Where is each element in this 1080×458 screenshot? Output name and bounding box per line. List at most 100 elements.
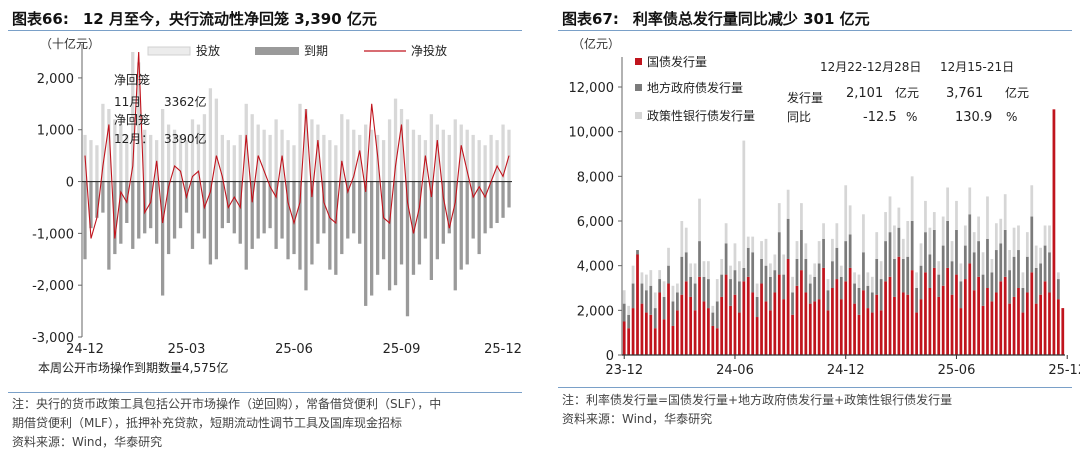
left-inject-bar [274, 119, 278, 182]
right-y-tick-label: 8,000 [577, 170, 614, 185]
right-gov-bar [884, 281, 887, 355]
right-figure-title: 图表67: 利率债总发行量同比减少 301 亿元 [562, 8, 870, 29]
right-gov-bar [800, 270, 803, 355]
left-mature-bar [471, 181, 475, 239]
right-policy-bar [698, 198, 701, 242]
left-annotation-2: 11月 [114, 95, 141, 109]
right-gov-bar [711, 325, 715, 355]
right-legend-policy-swatch [635, 112, 642, 119]
left-inject-bar [417, 134, 422, 182]
right-gov-bar [707, 308, 710, 355]
right-table-period-1: 12月22-12月28日 [820, 60, 921, 74]
right-local-bar [1021, 288, 1025, 313]
right-local-bar [804, 258, 808, 293]
right-source: 资料来源：Wind，华泰研究 [562, 412, 713, 426]
left-mature-bar [340, 181, 344, 255]
right-policy-bar [831, 238, 834, 262]
right-policy-bar [994, 223, 998, 251]
left-mature-bar [381, 181, 386, 260]
left-mature-bar [274, 181, 278, 249]
left-inject-bar [471, 134, 475, 182]
left-inject-bar [226, 140, 230, 182]
right-policy-bar [1030, 185, 1034, 217]
left-mature-bar [405, 181, 410, 317]
right-table-row-1-label: 发行量 [787, 90, 823, 105]
right-local-bar [839, 276, 843, 300]
right-table-row-1-value-1: 2,101 [846, 86, 883, 101]
right-gov-bar [941, 285, 945, 355]
left-inject-bar [489, 134, 493, 182]
right-local-bar [937, 274, 941, 297]
left-inject-bar [334, 145, 338, 182]
right-policy-bar [959, 263, 963, 282]
left-inject-bar [453, 119, 457, 182]
left-inject-bar [172, 129, 177, 182]
right-gov-bar [684, 281, 688, 355]
right-gov-bar [932, 267, 936, 355]
left-y-tick-label: -1,000 [32, 227, 74, 242]
right-gov-bar [777, 274, 781, 355]
right-policy-bar [667, 247, 670, 266]
right-local-bar [627, 314, 631, 329]
right-policy-bar [906, 221, 910, 257]
right-policy-bar [800, 203, 803, 230]
left-y-tick-label: 2,000 [37, 72, 74, 87]
left-mature-bar [286, 181, 290, 260]
right-gov-bar [968, 263, 972, 355]
left-mature-bar [89, 181, 93, 229]
left-inject-bar [232, 145, 236, 182]
left-inject-bar [393, 98, 398, 182]
right-local-bar [707, 279, 710, 309]
left-inject-bar [149, 134, 153, 182]
right-gov-bar [897, 256, 901, 355]
right-gov-bar [959, 308, 963, 355]
right-gov-bar [950, 294, 954, 355]
right-local-bar [702, 276, 706, 302]
right-policy-bar [791, 276, 794, 293]
left-mature-bar [417, 181, 422, 265]
left-mature-bar [477, 181, 481, 255]
right-gov-bar [702, 301, 706, 355]
left-legend-net-label: 净投放 [411, 43, 447, 58]
right-local-bar [888, 232, 892, 277]
right-local-bar [972, 252, 976, 291]
right-local-bar [932, 229, 936, 268]
right-gov-bar [937, 296, 941, 355]
right-chart: （亿元） 12,000 10,000 8,000 6,000 4,000 2,000 023-… [569, 36, 1080, 378]
right-local-bar [1056, 279, 1060, 300]
right-local-bar [795, 258, 799, 286]
left-mature-bar [208, 181, 213, 265]
right-gov-bar [631, 308, 635, 355]
left-figure-title: 图表66: 12 月至今，央行流动性净回笼 3,390 亿元 [12, 8, 377, 29]
left-mature-bar [298, 181, 302, 270]
left-annotation-6: 3390亿 [164, 131, 207, 146]
right-gov-bar [955, 274, 958, 355]
right-gov-bar [769, 310, 772, 355]
right-x-tick-label: 24-12 [827, 363, 865, 378]
right-local-bar [879, 279, 883, 311]
right-gov-bar [853, 303, 856, 355]
right-policy-bar [972, 232, 976, 253]
left-mature-bar [495, 181, 499, 223]
left-mature-bar [131, 181, 135, 249]
right-local-bar [1017, 250, 1020, 288]
right-policy-bar [893, 225, 896, 259]
right-policy-bar [786, 189, 790, 219]
right-local-bar [853, 283, 856, 304]
left-mature-bar [387, 181, 392, 291]
left-source: 资料来源：Wind，华泰研究 [12, 435, 163, 449]
right-gov-bar [848, 267, 852, 355]
right-policy-bar [910, 176, 914, 221]
right-policy-bar [720, 258, 724, 275]
right-policy-bar [875, 232, 879, 259]
right-local-bar [1043, 245, 1047, 282]
left-notes-rule [8, 392, 522, 393]
left-inject-bar [477, 140, 481, 182]
left-x-tick-label: 25-06 [275, 342, 313, 357]
left-legend-inject-label: 投放 [196, 43, 220, 58]
right-local-bar [884, 241, 887, 282]
right-gov-bar [981, 305, 985, 355]
right-gov-bar [622, 321, 626, 355]
right-local-bar [862, 252, 865, 291]
right-policy-bar [631, 265, 635, 284]
